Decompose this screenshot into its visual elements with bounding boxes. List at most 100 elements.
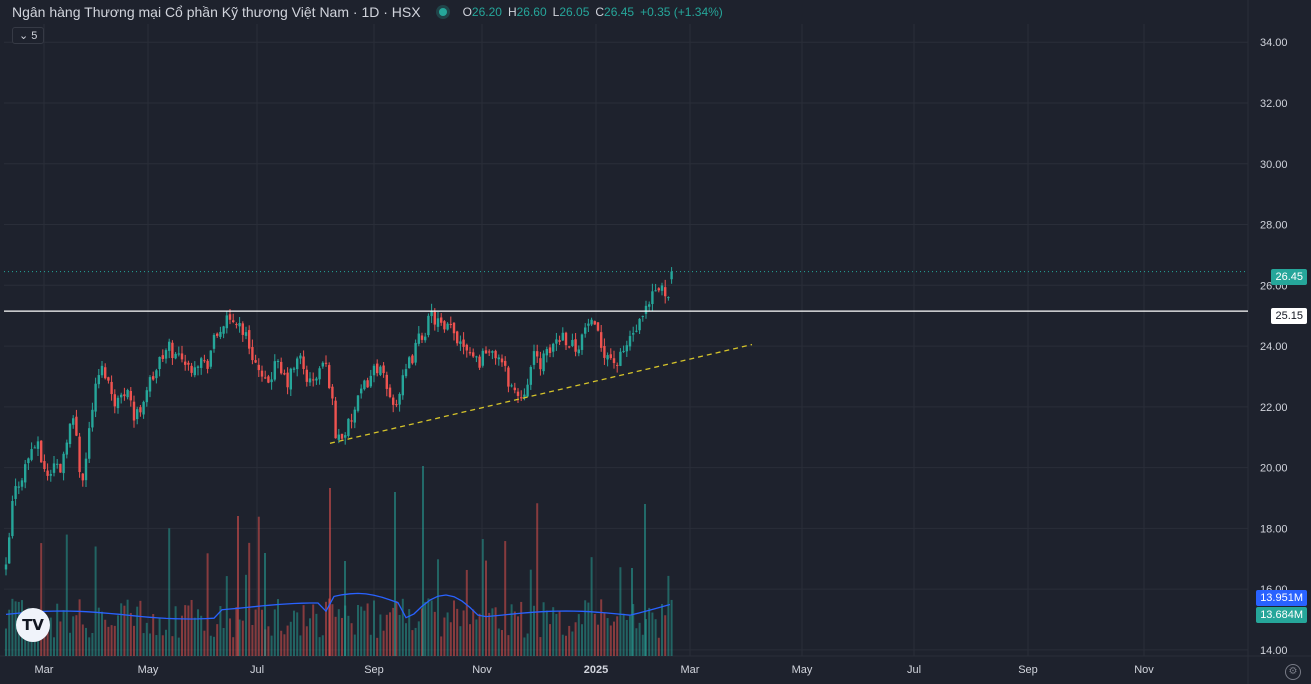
chart-header: Ngân hàng Thương mại Cổ phần Kỹ thương V… [12, 4, 723, 20]
candle-body [491, 351, 494, 353]
candle-body [638, 318, 641, 331]
volume-bar [104, 619, 107, 656]
tradingview-logo-icon[interactable]: TV [16, 608, 50, 642]
candle-body [478, 356, 481, 368]
candle-body [116, 397, 120, 409]
volume-bar [510, 604, 513, 656]
volume-bar [165, 629, 167, 656]
candle-body [312, 379, 315, 381]
volume-bar [635, 628, 638, 656]
volume-bar [609, 625, 612, 656]
candle-body [158, 356, 161, 369]
candle-body [264, 377, 267, 379]
volume-bar [142, 633, 145, 656]
volume-bar [353, 634, 356, 656]
last-price-label: 26.45 [1271, 269, 1307, 285]
volume-bar [392, 607, 395, 656]
y-tick-label: 20.00 [1260, 463, 1288, 475]
candle-body [94, 383, 97, 412]
volume-bar [517, 616, 519, 656]
candle-body [88, 428, 91, 459]
candle-body [321, 362, 324, 367]
gear-icon[interactable]: ⚙ [1285, 664, 1301, 680]
volume-bar [632, 604, 635, 656]
candle-body [52, 463, 56, 473]
candle-body [203, 360, 206, 362]
volume-bar [254, 609, 257, 656]
volume-bar [577, 614, 580, 656]
candle-body [139, 407, 142, 413]
candle-body [609, 354, 612, 359]
volume-bar [43, 633, 46, 656]
ohlc-close-key: C [595, 5, 605, 19]
candle-body [43, 461, 46, 469]
candle-body [616, 364, 619, 366]
candle-body [644, 305, 648, 314]
candle-body [504, 360, 507, 366]
candle-body [545, 349, 548, 356]
candle-body [110, 381, 113, 395]
candle-body [475, 356, 478, 358]
volume-bar [53, 637, 55, 656]
hline-price-label[interactable]: 25.15 [1271, 308, 1307, 324]
volume-bar [603, 613, 606, 656]
volume-bar [657, 637, 660, 656]
candle-body [235, 324, 238, 326]
volume-bar [129, 613, 132, 656]
candle-body [552, 343, 555, 352]
x-tick-label: May [792, 664, 813, 676]
y-tick-label: 24.00 [1260, 341, 1288, 353]
candle-body [4, 564, 8, 570]
candle-body [97, 375, 100, 385]
volume-bar [145, 622, 148, 656]
volume-bar [641, 634, 644, 656]
volume-bar [357, 605, 359, 656]
candle-body [84, 458, 88, 481]
volume-bar [465, 569, 468, 656]
symbol-title[interactable]: Ngân hàng Thương mại Cổ phần Kỹ thương V… [12, 4, 421, 20]
volume-bar [299, 635, 302, 656]
volume-bar [161, 635, 164, 656]
candle-body [107, 377, 110, 381]
indicator-collapse-button[interactable]: ⌄ 5 [12, 27, 45, 44]
candle-body [59, 463, 62, 473]
candle-body [411, 355, 414, 364]
candle-body [654, 290, 657, 292]
candle-body [168, 341, 171, 351]
candle-body [286, 372, 289, 388]
candle-body [625, 345, 628, 352]
volume-bar [398, 614, 401, 656]
volume-bar [139, 600, 142, 656]
volume-bar [337, 609, 340, 656]
volume-bar [248, 542, 251, 656]
y-tick-label: 32.00 [1260, 98, 1288, 110]
candle-body [184, 361, 187, 365]
candle-body [465, 344, 468, 351]
volume-bar [75, 615, 78, 656]
y-tick-label: 30.00 [1260, 159, 1288, 171]
volume-bar [56, 603, 59, 656]
volume-bar [565, 635, 567, 656]
volume-bar [245, 574, 247, 656]
volume-bar [584, 600, 587, 656]
volume-bar [619, 567, 622, 656]
volume-bar [5, 628, 7, 656]
candle-body [30, 449, 33, 460]
candle-body [164, 350, 168, 359]
volume-bar [395, 601, 398, 656]
volume-bar [453, 600, 455, 656]
ohlc-readout: O26.20 H26.60 L26.05 C26.45 +0.35 (+1.34… [463, 5, 723, 19]
volume-bar [536, 503, 539, 656]
candle-body [225, 315, 228, 329]
volume-bar [237, 516, 239, 656]
volume-bar [622, 613, 625, 656]
volume-bar [293, 610, 295, 656]
ohlc-low-key: L [552, 5, 560, 19]
candle-body [270, 379, 273, 383]
volume-bar [91, 632, 94, 656]
chevron-down-icon: ⌄ [19, 30, 29, 42]
candle-body [91, 409, 94, 428]
candle-body [484, 350, 488, 354]
